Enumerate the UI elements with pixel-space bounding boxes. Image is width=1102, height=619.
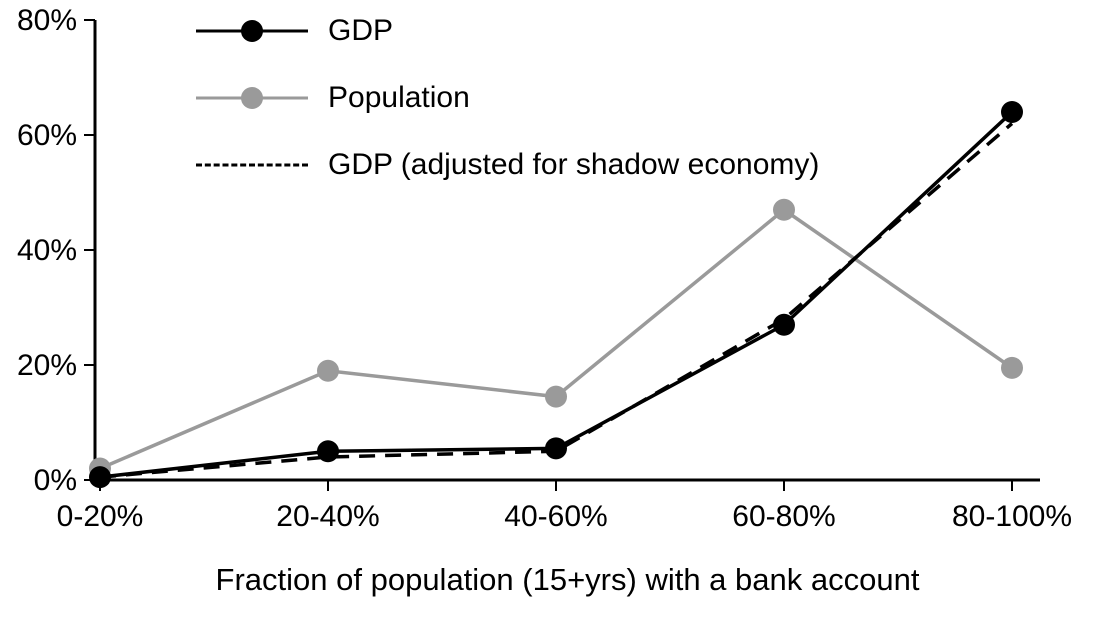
series-marker-0 [545, 437, 567, 460]
series-marker-0 [773, 313, 795, 336]
legend-label-gdp-adjusted: GDP (adjusted for shadow economy) [328, 148, 820, 181]
legend-marker-dot [241, 87, 263, 109]
legend-swatch-gdp-adjusted-dashed-line [196, 152, 308, 178]
legend-swatch-gdp-line-marker [196, 18, 308, 44]
legend-line-sample [196, 163, 308, 167]
x-tick-label: 20-40% [276, 500, 379, 533]
y-tick-label: 0% [34, 464, 77, 497]
series-marker-1 [545, 385, 567, 408]
y-tick-label: 20% [17, 349, 77, 382]
x-tick-label: 60-80% [732, 500, 835, 533]
chart-legend: GDP Population GDP (adjusted for shadow … [196, 10, 819, 186]
x-tick-label: 80-100% [952, 500, 1072, 533]
legend-item-population: Population [196, 77, 819, 119]
legend-marker-dot [241, 20, 263, 42]
series-marker-1 [773, 198, 795, 221]
legend-item-gdp: GDP [196, 10, 819, 52]
legend-label-gdp: GDP [328, 14, 394, 47]
series-marker-1 [1001, 356, 1023, 379]
series-marker-1 [317, 359, 339, 382]
x-tick-label: 40-60% [504, 500, 607, 533]
legend-item-gdp-adjusted: GDP (adjusted for shadow economy) [196, 144, 819, 186]
x-tick-label: 0-20% [57, 500, 144, 533]
series-marker-0 [1001, 101, 1023, 123]
y-tick-label: 60% [17, 119, 77, 152]
series-line-2 [99, 122, 1014, 479]
series-line-1 [99, 207, 1013, 471]
x-axis-title: Fraction of population (15+yrs) with a b… [215, 562, 920, 597]
legend-label-population: Population [328, 81, 470, 114]
legend-swatch-population-line-marker [196, 85, 308, 111]
y-tick-label: 80% [17, 4, 77, 37]
y-tick-label: 40% [17, 234, 77, 267]
